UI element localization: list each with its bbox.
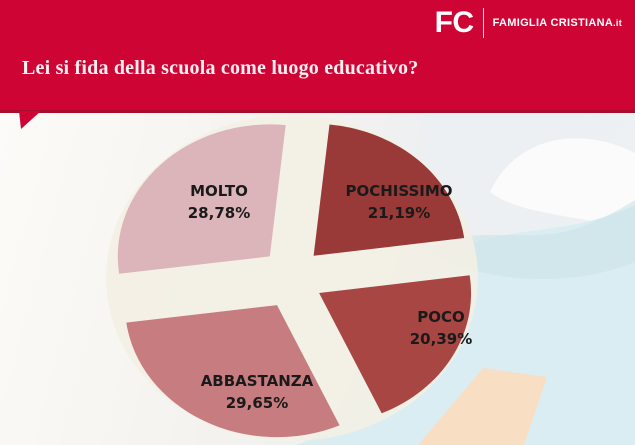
slice-name: ABBASTANZA [200,372,314,390]
page-title: Lei si fida della scuola come luogo educ… [22,57,419,79]
slice-value: 20,39% [409,330,473,348]
header-bar: FC FAMIGLIA CRISTIANA.it Lei si fida del… [0,0,635,113]
slice-value: 29,65% [225,394,289,412]
slice-label-poco: POCO 20,39% [381,306,501,350]
logo-fc-monogram: FC [434,6,475,39]
slice-label-molto: MOLTO 28,78% [149,180,289,224]
logo-divider [482,8,484,38]
famiglia-cristiana-logo[interactable]: FC FAMIGLIA CRISTIANA.it [435,8,622,38]
slice-label-abbastanza: ABBASTANZA 29,65% [177,370,337,414]
slice-label-pochissimo: POCHISSIMO 21,19% [329,180,469,224]
slice-name: POCO [417,308,465,326]
slice-name: POCHISSIMO [345,182,453,200]
logo-wordmark: FAMIGLIA CRISTIANA.it [492,17,622,29]
slice-value: 28,78% [187,204,251,222]
slice-name: MOLTO [190,182,248,200]
slice-value: 21,19% [367,204,431,222]
logo-wordmark-suffix: .it [613,18,622,28]
